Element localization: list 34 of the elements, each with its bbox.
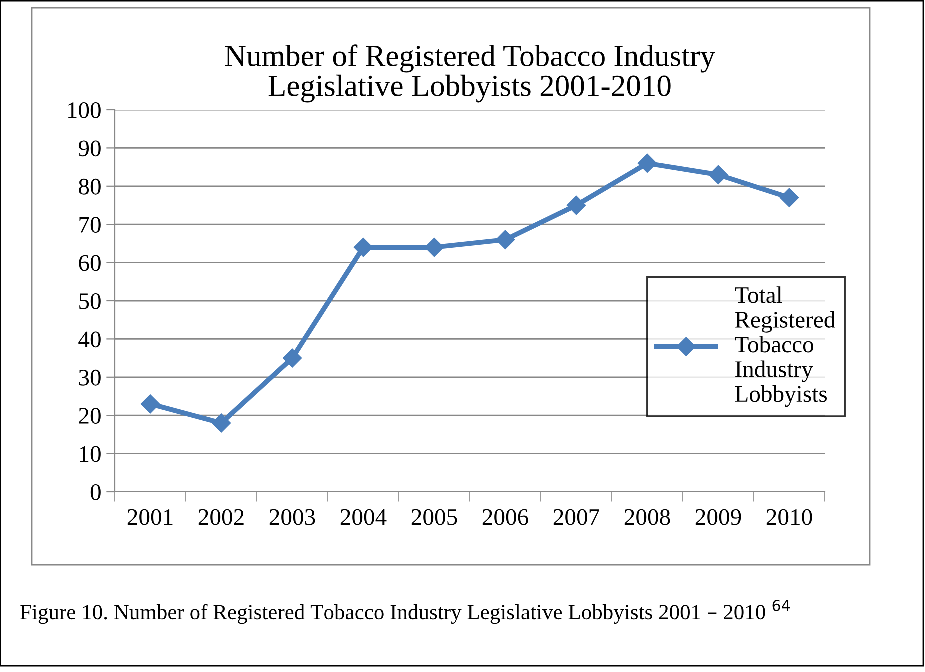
point bbox=[566, 196, 586, 216]
x-tick-label: 2005 bbox=[412, 509, 458, 526]
y-tick-label: 50 bbox=[80, 293, 101, 310]
x-tick-label: 2009 bbox=[696, 509, 742, 526]
legend-label: Total Registered Tobacco Industry Lobbyists bbox=[735, 286, 836, 408]
x-tick-label: 2003 bbox=[270, 509, 316, 526]
y-tick-label: 70 bbox=[80, 217, 101, 234]
x-tick-label: 2008 bbox=[624, 509, 670, 526]
x-tick-label: 2004 bbox=[340, 509, 387, 526]
point bbox=[212, 414, 232, 433]
point bbox=[354, 238, 374, 258]
point bbox=[140, 394, 160, 414]
x-tick-label: 2007 bbox=[554, 509, 600, 526]
point bbox=[496, 230, 516, 250]
y-tick-label: 90 bbox=[78, 140, 101, 157]
point bbox=[780, 188, 800, 208]
y-tick-label: 60 bbox=[79, 255, 101, 272]
y-tick-label: 100 bbox=[68, 102, 101, 118]
x-tick-label: 2010 bbox=[766, 509, 812, 526]
point bbox=[708, 165, 728, 184]
y-tick-label: 20 bbox=[79, 408, 101, 424]
point bbox=[424, 238, 444, 258]
y-tick-label: 10 bbox=[80, 446, 101, 462]
x-tick-label: 2002 bbox=[198, 509, 244, 526]
caption: Figure 10. Number of Registered Tobacco Industry Legislative Lobbyists 2001 – 2010 $^{64}$ bbox=[20, 600, 790, 624]
y-tick-label: 30 bbox=[79, 370, 101, 386]
point bbox=[638, 154, 658, 174]
x-tick-label: 2006 bbox=[482, 509, 528, 526]
y-tick-label: 0 bbox=[90, 484, 101, 500]
y-tick-label: 40 bbox=[78, 332, 101, 348]
point bbox=[282, 348, 302, 368]
chart-title: Number of Registered Tobacco Industry Legislative Lobbyists 2001-2010 bbox=[225, 44, 716, 103]
x-tick-label: 2001 bbox=[128, 509, 173, 526]
y-tick-label: 80 bbox=[79, 178, 101, 195]
